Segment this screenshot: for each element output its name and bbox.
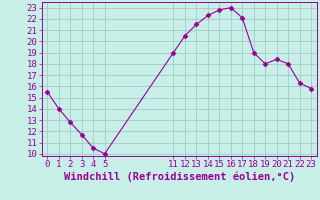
- X-axis label: Windchill (Refroidissement éolien,°C): Windchill (Refroidissement éolien,°C): [64, 172, 295, 182]
